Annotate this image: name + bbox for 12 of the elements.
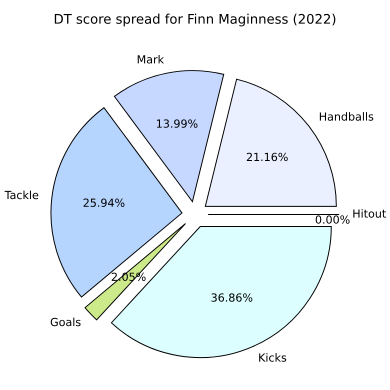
- category-label: Hitout: [353, 209, 386, 218]
- slice-label: Mark: [138, 54, 164, 64]
- data-label: 25.94%: [84, 198, 124, 207]
- slice-label: Handballs: [320, 112, 374, 121]
- slice-label: Kicks: [259, 353, 286, 362]
- data-label: 36.86%: [211, 293, 252, 302]
- slice-label: Tackle: [4, 190, 38, 200]
- slice-label: Goals: [50, 318, 81, 326]
- chart-title: DT score spread for Finn Maginness (2022): [54, 14, 336, 26]
- data-label: 21.16%: [246, 152, 288, 162]
- text: 0.00%: [316, 215, 350, 224]
- data-label: 13.99%: [156, 119, 198, 128]
